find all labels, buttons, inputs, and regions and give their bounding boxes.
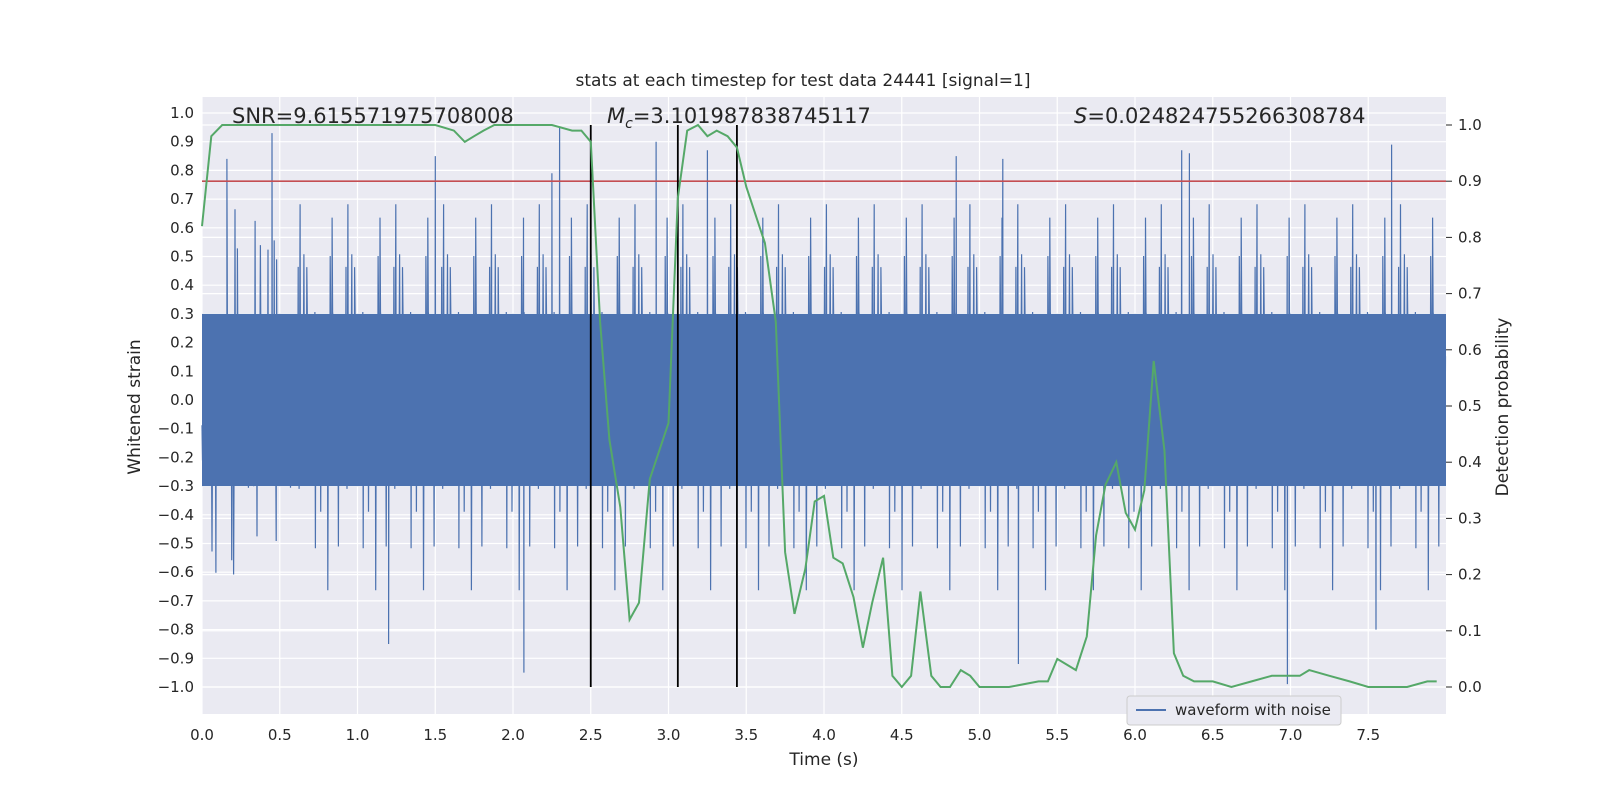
y-tick-label-left: 0.4: [170, 276, 194, 294]
x-tick-label: 7.0: [1279, 726, 1303, 744]
y-tick-label-left: 0.5: [170, 248, 194, 266]
x-tick-label: 3.5: [734, 726, 758, 744]
probability-series: [201, 123, 1437, 689]
chirp-mass-annotation: Mc=3.101987838745117: [607, 104, 871, 132]
y-tick-label-right: 0.6: [1458, 341, 1482, 359]
y-tick-label-right: 0.0: [1458, 678, 1482, 696]
chart-title: stats at each timestep for test data 244…: [576, 71, 1031, 91]
x-tick-label: 0.0: [190, 726, 214, 744]
y-tick-label-left: −0.6: [158, 563, 194, 581]
y-tick-label-left: 0.3: [170, 305, 194, 323]
y-tick-label-right: 0.9: [1458, 172, 1482, 190]
y-tick-label-left: 0.9: [170, 133, 194, 151]
y-tick-label-left: −1.0: [158, 678, 194, 696]
y-tick-label-left: 0.6: [170, 219, 194, 237]
x-tick-label: 5.0: [968, 726, 992, 744]
s-annotation: S=0.024824755266308784: [1074, 104, 1365, 128]
snr-annotation: SNR=9.615571975708008: [232, 104, 514, 128]
y-tick-label-left: −0.5: [158, 535, 194, 553]
waveform-core-band: [202, 313, 1446, 487]
x-tick-label: 4.0: [812, 726, 836, 744]
y-tick-label-right: 0.8: [1458, 228, 1482, 246]
y-axis-label-left: Whitened strain: [125, 339, 145, 474]
axes-ticks: 0.0 0.5 1.0 1.5 2.0 2.5 3.0 3.5 4.0 4.5 5.0 5.5 6.0 6…: [158, 104, 1482, 744]
y-tick-label-left: 0.0: [170, 391, 194, 409]
x-tick-label: 1.5: [423, 726, 447, 744]
legend: waveform with noise: [1126, 695, 1342, 726]
y-tick-label-right: 1.0: [1458, 116, 1482, 134]
y-tick-label-left: −0.3: [158, 477, 194, 495]
x-tick-label: 6.0: [1123, 726, 1147, 744]
y-tick-label-right: 0.1: [1458, 622, 1482, 640]
y-tick-label-left: 0.7: [170, 190, 194, 208]
y-tick-label-right: 0.7: [1458, 285, 1482, 303]
x-tick-label: 3.0: [657, 726, 681, 744]
x-tick-label: 1.0: [346, 726, 370, 744]
y-tick-label-left: 0.1: [170, 362, 194, 380]
y-tick-label-left: 0.8: [170, 161, 194, 179]
legend-box: [1126, 695, 1342, 726]
y-tick-label-left: −0.8: [158, 621, 194, 639]
y-tick-label-right: 0.2: [1458, 566, 1482, 584]
y-axis-label-right: Detection probability: [1493, 318, 1513, 497]
x-tick-label: 4.5: [890, 726, 914, 744]
x-tick-label: 0.5: [268, 726, 292, 744]
y-tick-label-left: −0.9: [158, 649, 194, 667]
y-tick-label-right: 0.4: [1458, 453, 1482, 471]
y-tick-label-left: −0.7: [158, 592, 194, 610]
x-axis-label: Time (s): [788, 750, 858, 770]
y-tick-label-right: 0.3: [1458, 509, 1482, 527]
y-tick-label-left: −0.1: [158, 420, 194, 438]
x-tick-label: 5.5: [1045, 726, 1069, 744]
y-tick-label-right: 0.5: [1458, 397, 1482, 415]
x-tick-label: 7.5: [1356, 726, 1380, 744]
y-tick-label-left: 1.0: [170, 104, 194, 122]
probability-line: [201, 123, 1437, 689]
waveform-series: [201, 127, 1447, 685]
y-tick-label-left: −0.4: [158, 506, 194, 524]
x-tick-label: 6.5: [1201, 726, 1225, 744]
y-tick-label-left: −0.2: [158, 448, 194, 466]
y-tick-label-left: 0.2: [170, 334, 194, 352]
x-tick-label: 2.5: [579, 726, 603, 744]
x-tick-label: 2.0: [501, 726, 525, 744]
legend-label: waveform with noise: [1175, 701, 1331, 719]
